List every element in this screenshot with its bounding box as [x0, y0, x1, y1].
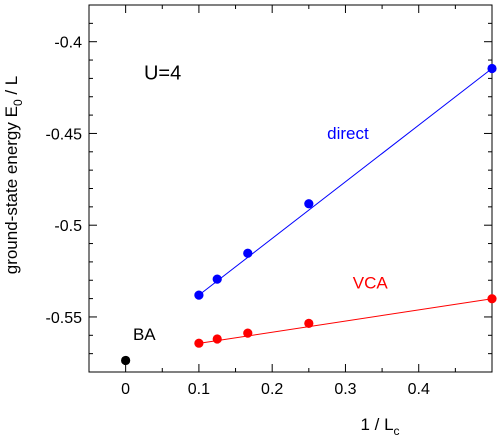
x-tick-label: 0.2 — [261, 381, 283, 398]
direct-point — [212, 274, 222, 284]
vca-point — [212, 334, 222, 344]
x-tick-label: 0.3 — [334, 381, 356, 398]
direct-series-label: direct — [327, 124, 369, 143]
data-points — [121, 63, 497, 366]
y-tick-label: -0.5 — [54, 218, 82, 235]
vca-point — [194, 338, 204, 348]
vca-point — [487, 294, 497, 304]
axis-ticks — [88, 4, 492, 373]
annotation-label: U=4 — [144, 62, 181, 84]
y-tick-label: -0.55 — [46, 310, 83, 327]
x-tick-label: 0 — [121, 381, 130, 398]
series-labels: direct VCA BA U=4 — [133, 62, 388, 344]
ba-series-label: BA — [133, 325, 156, 344]
y-tick-labels: -0.4 -0.45 -0.5 -0.55 — [46, 35, 83, 327]
fit-lines — [198, 68, 493, 344]
x-tick-label: 0.4 — [408, 381, 430, 398]
y-tick-label: -0.45 — [46, 126, 83, 143]
y-axis-label: ground-state energy E0 / L — [2, 76, 25, 275]
direct-point — [243, 248, 253, 258]
vca-series-label: VCA — [353, 274, 389, 293]
direct-fit-line — [198, 68, 493, 296]
x-tick-label: 0.1 — [188, 381, 210, 398]
y-tick-label: -0.4 — [54, 35, 82, 52]
vca-point — [304, 318, 314, 328]
direct-point — [194, 290, 204, 300]
direct-point — [487, 63, 497, 74]
vca-point — [243, 328, 253, 338]
x-axis-label: 1 / Lc — [360, 415, 399, 438]
direct-point — [304, 199, 314, 209]
plot-frame — [88, 4, 493, 373]
vca-fit-line — [198, 298, 493, 344]
ba-point — [121, 355, 131, 366]
x-tick-labels: 0 0.1 0.2 0.3 0.4 — [121, 381, 430, 398]
